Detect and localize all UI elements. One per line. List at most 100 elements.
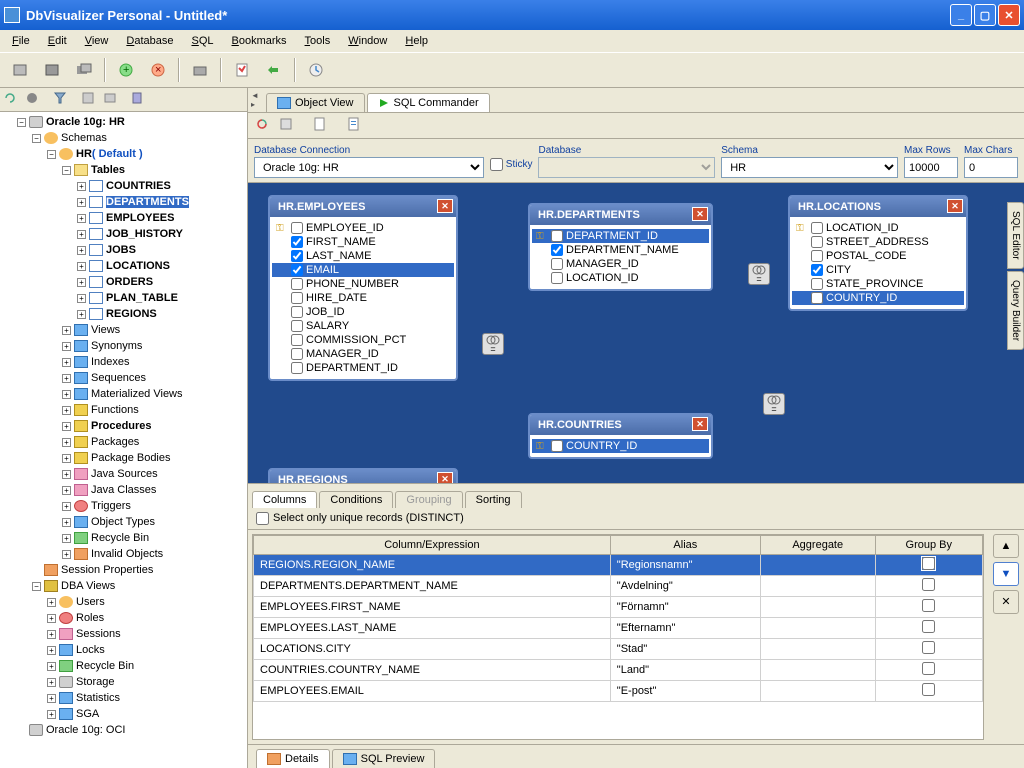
expand-icon[interactable]: + <box>62 486 71 495</box>
diagram-table[interactable]: HR.REGIONS✕ <box>268 468 458 484</box>
grid-header[interactable]: Group By <box>875 535 982 554</box>
tree-btn-2[interactable] <box>24 90 44 110</box>
diagram-table[interactable]: HR.DEPARTMENTS✕⚿DEPARTMENT_IDDEPARTMENT_… <box>528 203 713 291</box>
tree-node[interactable]: +Roles <box>2 610 245 626</box>
column-checkbox[interactable] <box>291 264 303 276</box>
expand-icon[interactable]: + <box>47 630 56 639</box>
maximize-button[interactable]: ▢ <box>974 4 996 26</box>
expand-icon[interactable]: + <box>62 406 71 415</box>
diagram-table[interactable]: HR.LOCATIONS✕⚿LOCATION_IDSTREET_ADDRESSP… <box>788 195 968 311</box>
grid-cell-column[interactable]: LOCATIONS.CITY <box>254 638 611 659</box>
column-checkbox[interactable] <box>551 258 563 270</box>
checkbox-sticky[interactable] <box>490 154 503 175</box>
toolbar-btn-2[interactable] <box>38 56 66 84</box>
tree-node[interactable]: +PLAN_TABLE <box>2 290 245 306</box>
expand-icon[interactable]: + <box>62 550 71 559</box>
grid-row[interactable]: COUNTRIES.COUNTRY_NAME"Land" <box>254 659 983 680</box>
menu-help[interactable]: Help <box>397 33 436 49</box>
move-down-button[interactable]: ▼ <box>993 562 1019 586</box>
expand-icon[interactable]: + <box>47 646 56 655</box>
column-checkbox[interactable] <box>291 236 303 248</box>
tree-btn-5[interactable] <box>102 90 122 110</box>
tree-node[interactable]: +Storage <box>2 674 245 690</box>
groupby-checkbox[interactable] <box>922 557 935 570</box>
database-tree[interactable]: −Oracle 10g: HR−Schemas−HR ( Default )−T… <box>0 112 247 768</box>
expand-icon[interactable]: + <box>47 662 56 671</box>
grid-row[interactable]: EMPLOYEES.LAST_NAME"Efternamn" <box>254 617 983 638</box>
grid-cell-column[interactable]: EMPLOYEES.EMAIL <box>254 680 611 701</box>
expand-icon[interactable]: + <box>62 438 71 447</box>
tree-btn-6[interactable] <box>130 90 150 110</box>
tree-node[interactable]: +JOB_HISTORY <box>2 226 245 242</box>
grid-row[interactable]: LOCATIONS.CITY"Stad" <box>254 638 983 659</box>
grid-cell-aggregate[interactable] <box>760 575 875 596</box>
tree-node[interactable]: −Oracle 10g: HR <box>2 114 245 130</box>
diagram-table-header[interactable]: HR.DEPARTMENTS✕ <box>530 205 711 225</box>
grid-cell-aggregate[interactable] <box>760 659 875 680</box>
expand-icon[interactable]: + <box>62 454 71 463</box>
diagram-column-row[interactable]: POSTAL_CODE <box>792 249 964 263</box>
sql-btn-2[interactable] <box>278 116 298 136</box>
diagram-table-header[interactable]: HR.COUNTRIES✕ <box>530 415 711 435</box>
grid-cell-groupby[interactable] <box>875 680 982 701</box>
diagram-column-row[interactable]: MANAGER_ID <box>532 257 709 271</box>
grid-row[interactable]: REGIONS.REGION_NAME"Regionsnamn" <box>254 554 983 575</box>
expand-icon[interactable]: + <box>77 278 86 287</box>
diagram-column-row[interactable]: ⚿COUNTRY_ID <box>532 439 709 453</box>
close-icon[interactable]: ✕ <box>437 472 453 484</box>
column-checkbox[interactable] <box>811 264 823 276</box>
diagram-column-row[interactable]: FIRST_NAME <box>272 235 454 249</box>
column-checkbox[interactable] <box>291 292 303 304</box>
columns-grid[interactable]: Column/ExpressionAliasAggregateGroup ByR… <box>252 534 984 740</box>
expand-icon[interactable]: − <box>62 166 71 175</box>
diagram-column-row[interactable]: LOCATION_ID <box>532 271 709 285</box>
expand-icon[interactable]: − <box>17 118 26 127</box>
column-checkbox[interactable] <box>291 334 303 346</box>
grid-cell-alias[interactable]: "Förnamn" <box>610 596 760 617</box>
column-checkbox[interactable] <box>811 222 823 234</box>
select-db-connection[interactable]: Oracle 10g: HR <box>254 157 484 178</box>
groupby-checkbox[interactable] <box>922 662 935 675</box>
expand-icon[interactable]: + <box>77 262 86 271</box>
diagram-column-row[interactable]: JOB_ID <box>272 305 454 319</box>
tree-node[interactable]: +Object Types <box>2 514 245 530</box>
tree-node[interactable]: +Packages <box>2 434 245 450</box>
expand-icon[interactable]: + <box>77 198 86 207</box>
grid-cell-column[interactable]: COUNTRIES.COUNTRY_NAME <box>254 659 611 680</box>
diagram-column-row[interactable]: STREET_ADDRESS <box>792 235 964 249</box>
sql-btn-3[interactable] <box>312 116 332 136</box>
grid-header[interactable]: Column/Expression <box>254 535 611 554</box>
tree-node[interactable]: +Locks <box>2 642 245 658</box>
expand-icon[interactable]: + <box>77 230 86 239</box>
tree-node[interactable]: +Synonyms <box>2 338 245 354</box>
diagram-table-header[interactable]: HR.REGIONS✕ <box>270 470 456 484</box>
expand-icon[interactable]: + <box>62 518 71 527</box>
diagram-column-row[interactable]: ⚿LOCATION_ID <box>792 221 964 235</box>
diagram-column-row[interactable]: EMAIL <box>272 263 454 277</box>
diagram-column-row[interactable]: ⚿DEPARTMENT_ID <box>532 229 709 243</box>
grid-row[interactable]: EMPLOYEES.FIRST_NAME"Förnamn" <box>254 596 983 617</box>
expand-icon[interactable]: + <box>47 694 56 703</box>
column-checkbox[interactable] <box>291 320 303 332</box>
delete-row-button[interactable]: ✕ <box>993 590 1019 614</box>
grid-cell-alias[interactable]: "E-post" <box>610 680 760 701</box>
tab-object-view[interactable]: Object View <box>266 93 365 112</box>
expand-icon[interactable]: + <box>47 710 56 719</box>
column-checkbox[interactable] <box>291 222 303 234</box>
input-max-chars[interactable] <box>964 157 1018 178</box>
toolbar-btn-4[interactable]: + <box>112 56 140 84</box>
sql-btn-4[interactable] <box>346 116 366 136</box>
grid-header[interactable]: Alias <box>610 535 760 554</box>
groupby-checkbox[interactable] <box>922 683 935 696</box>
toolbar-btn-7[interactable] <box>228 56 256 84</box>
menu-edit[interactable]: Edit <box>40 33 75 49</box>
grid-cell-column[interactable]: EMPLOYEES.LAST_NAME <box>254 617 611 638</box>
expand-icon[interactable]: + <box>62 470 71 479</box>
expand-icon[interactable]: + <box>62 422 71 431</box>
column-checkbox[interactable] <box>811 236 823 248</box>
tree-node[interactable]: +Package Bodies <box>2 450 245 466</box>
sidetab-sql-editor[interactable]: SQL Editor <box>1007 202 1024 269</box>
menu-window[interactable]: Window <box>340 33 395 49</box>
toolbar-btn-9[interactable] <box>302 56 330 84</box>
tree-node[interactable]: +Users <box>2 594 245 610</box>
